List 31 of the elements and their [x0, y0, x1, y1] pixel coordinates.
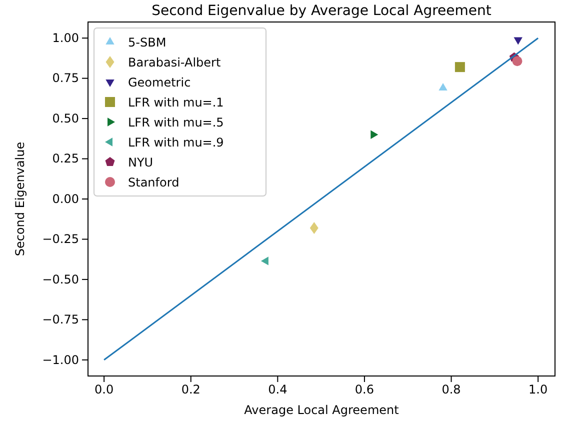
y-tick-label: −1.00	[42, 352, 79, 367]
point	[514, 37, 522, 45]
point	[260, 256, 268, 266]
x-axis-title: Average Local Agreement	[244, 403, 400, 417]
point	[454, 62, 465, 72]
point	[512, 56, 522, 66]
y-axis-title: Second Eigenvalue	[13, 142, 27, 256]
x-tick-label: 0.8	[442, 382, 461, 397]
y-tick-label: −0.25	[42, 232, 79, 246]
x-tick-label: 0.2	[181, 382, 200, 397]
legend-label: Stanford	[128, 176, 180, 190]
point	[310, 222, 318, 234]
y-tick-label: 1.00	[52, 30, 79, 45]
legend-label: Geometric	[128, 76, 191, 90]
y-tick-label: 0.75	[52, 71, 79, 86]
legend-label: LFR with mu=.9	[128, 136, 224, 150]
x-tick-label: 1.0	[528, 382, 548, 397]
y-tick-label: 0.50	[52, 111, 79, 126]
x-tick-label: 0.6	[354, 382, 374, 397]
y-tick-label: 0.00	[52, 192, 79, 206]
y-tick-label: −0.75	[42, 312, 79, 327]
y-tick-label: 0.25	[52, 152, 79, 166]
legend-label: LFR with mu=.1	[128, 96, 224, 110]
chart-title: Second Eigenvalue by Average Local Agreement	[152, 3, 492, 19]
x-tick-label: 0.4	[268, 382, 288, 397]
legend-label: Barabasi-Albert	[128, 56, 221, 70]
legend-label: NYU	[128, 156, 154, 170]
legend-label: 5-SBM	[128, 36, 166, 50]
legend-label: LFR with mu=.5	[128, 116, 224, 130]
x-tick-label: 0.0	[94, 382, 114, 397]
y-tick-label: −0.50	[42, 272, 79, 286]
